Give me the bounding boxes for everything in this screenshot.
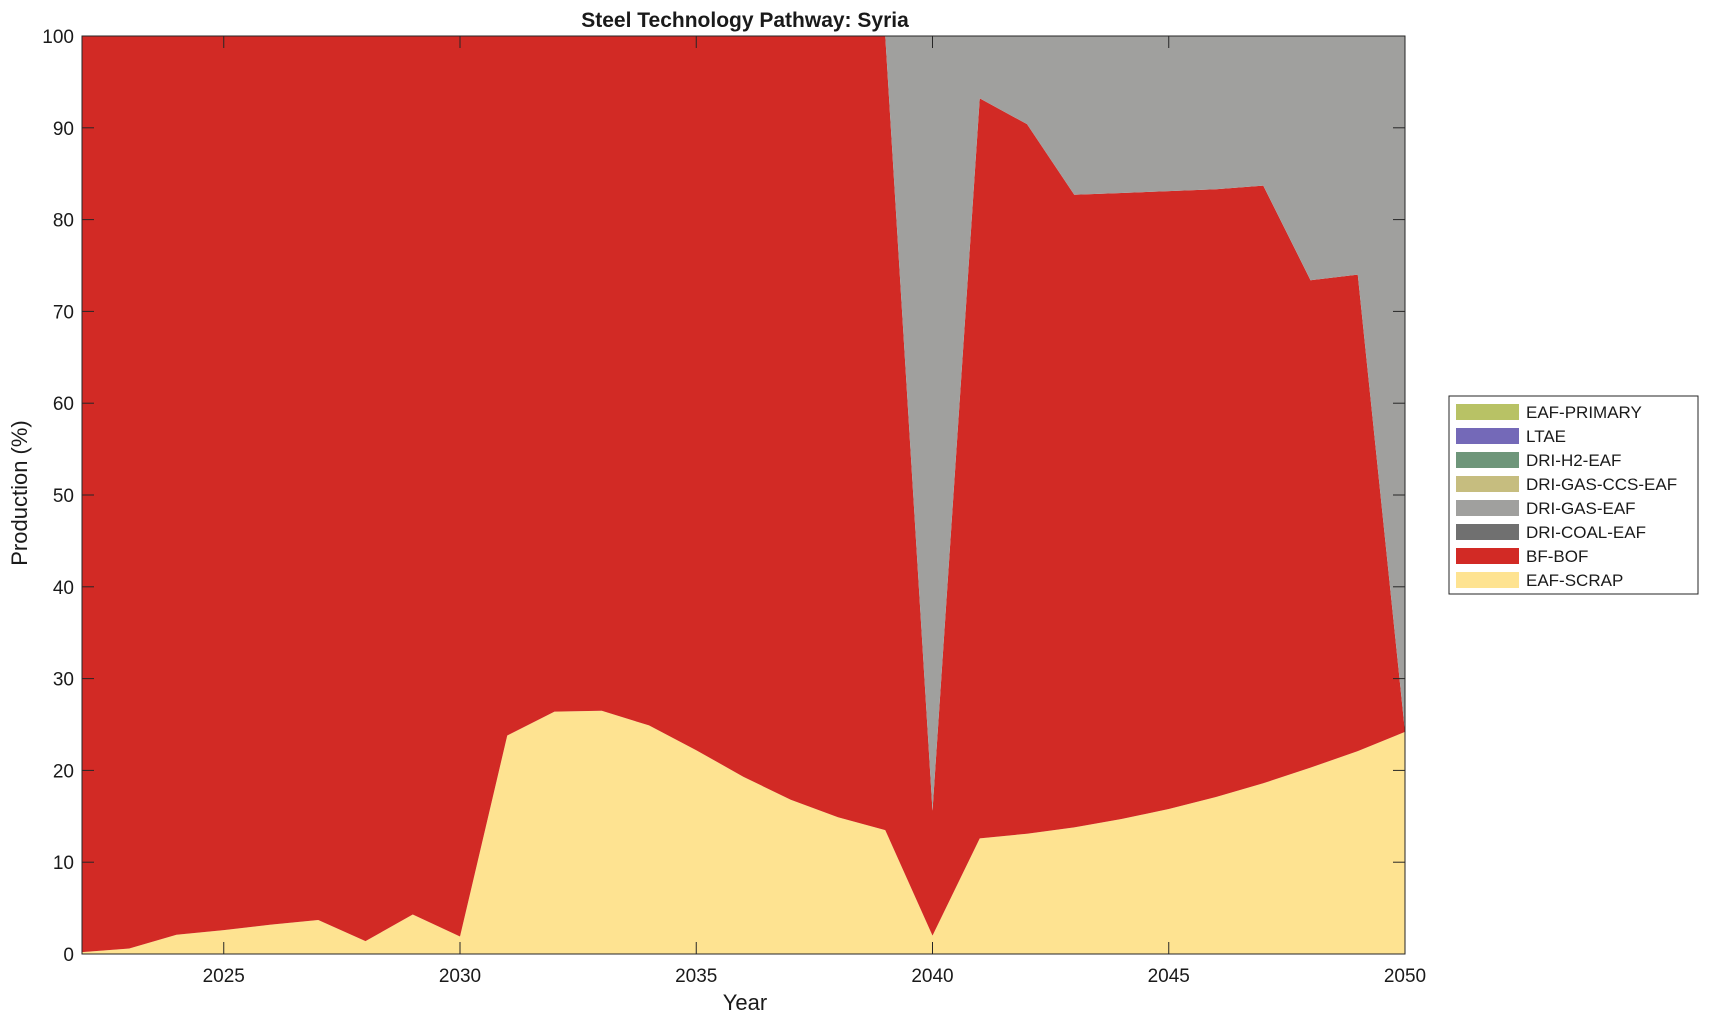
legend-swatch-eaf-scrap [1456, 572, 1519, 588]
y-tick-label: 70 [53, 302, 74, 323]
y-tick-label: 40 [53, 578, 74, 599]
x-tick-label: 2040 [911, 966, 953, 987]
y-tick-label: 0 [63, 945, 74, 966]
x-tick-label: 2045 [1148, 966, 1190, 987]
legend-swatch-ltae [1456, 428, 1519, 444]
legend-label: LTAE [1526, 427, 1566, 446]
area-series-dri-gas-eaf [82, 36, 1405, 811]
x-tick-label: 2035 [675, 966, 717, 987]
y-tick-label: 80 [53, 211, 74, 232]
area-series-bf-bof [82, 36, 1405, 953]
x-tick-labels: 2025 2030 2035 2040 2045 2050 [203, 966, 1427, 987]
y-axis-title: Production (%) [7, 420, 32, 566]
legend-label: DRI-COAL-EAF [1526, 523, 1646, 542]
legend-swatch-eaf-primary [1456, 404, 1519, 420]
plot-frame [81, 35, 1406, 955]
legend-swatch-dri-coal-eaf [1456, 524, 1519, 540]
legend-label: EAF-SCRAP [1526, 571, 1623, 590]
legend-label: BF-BOF [1526, 547, 1588, 566]
legend-swatch-dri-gas-eaf [1456, 500, 1519, 516]
legend-label: DRI-GAS-CCS-EAF [1526, 475, 1677, 494]
x-axis-title: Year [723, 990, 767, 1015]
legend-label: DRI-H2-EAF [1526, 451, 1621, 470]
area-series-eaf-scrap [82, 710, 1405, 954]
y-tick-label: 10 [53, 853, 74, 874]
x-tick-label: 2030 [439, 966, 481, 987]
legend-label: EAF-PRIMARY [1526, 403, 1642, 422]
y-tick-label: 20 [53, 761, 74, 782]
legend: EAF-PRIMARY LTAE DRI-H2-EAF DRI-GAS-CCS-EAF… [1448, 395, 1699, 595]
y-tick-label: 100 [42, 27, 74, 48]
legend-label: DRI-GAS-EAF [1526, 499, 1636, 518]
x-tick-label: 2050 [1384, 966, 1426, 987]
legend-swatch-bf-bof [1456, 548, 1519, 564]
y-tick-labels: 0 10 20 30 40 50 60 70 80 90 100 [42, 27, 74, 966]
x-tick-label: 2025 [203, 966, 245, 987]
y-tick-label: 60 [53, 394, 74, 415]
legend-swatch-dri-h2-eaf [1456, 452, 1519, 468]
y-tick-label: 30 [53, 670, 74, 691]
y-tick-label: 90 [53, 119, 74, 140]
y-tick-label: 50 [53, 486, 74, 507]
legend-swatch-dri-gas-ccs-eaf [1456, 476, 1519, 492]
area-series-group [82, 36, 1405, 954]
chart-title: Steel Technology Pathway: Syria [581, 9, 909, 32]
